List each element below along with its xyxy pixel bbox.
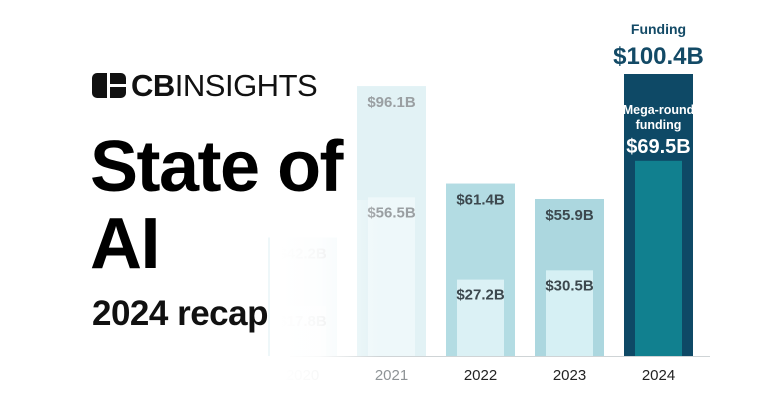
cb-insights-logo-mark-icon	[92, 73, 126, 98]
funding-label-2023: $55.9B	[545, 207, 594, 224]
mega-round-bar-2022	[457, 279, 504, 356]
mega-round-label-2022: $27.2B	[456, 287, 505, 304]
subtitle: 2024 recap	[92, 294, 268, 333]
mega-round-label-2020: $17.8B	[278, 313, 327, 330]
year-label-2020: 2020	[286, 367, 319, 384]
funding-label-2022: $61.4B	[456, 192, 505, 209]
mega-round-label-2021: $56.5B	[367, 204, 416, 221]
funding-label-2020: $42.2B	[278, 245, 327, 262]
funding-label-2021: $96.1B	[367, 94, 416, 111]
mega-round-heading-2: funding	[636, 118, 682, 132]
funding-heading: Funding	[631, 21, 686, 37]
title-line-1: State of	[90, 127, 344, 207]
cb-insights-logo: CBINSIGHTS	[92, 68, 318, 103]
year-label-2022: 2022	[464, 367, 497, 384]
title-line-2: AI	[90, 204, 161, 284]
year-label-2024: 2024	[642, 367, 675, 384]
mega-round-label-2023: $30.5B	[545, 277, 594, 294]
year-label-2021: 2021	[375, 367, 408, 384]
logo-text: CBINSIGHTS	[131, 68, 318, 103]
mega-round-bar-2023	[546, 270, 593, 356]
year-label-2023: 2023	[553, 367, 586, 384]
mega-round-bar-2024	[635, 160, 682, 356]
funding-label-2024: $100.4B	[613, 43, 704, 70]
mega-round-heading-1: Mega-round	[623, 103, 695, 117]
mega-round-label-2024: $69.5B	[626, 136, 691, 158]
